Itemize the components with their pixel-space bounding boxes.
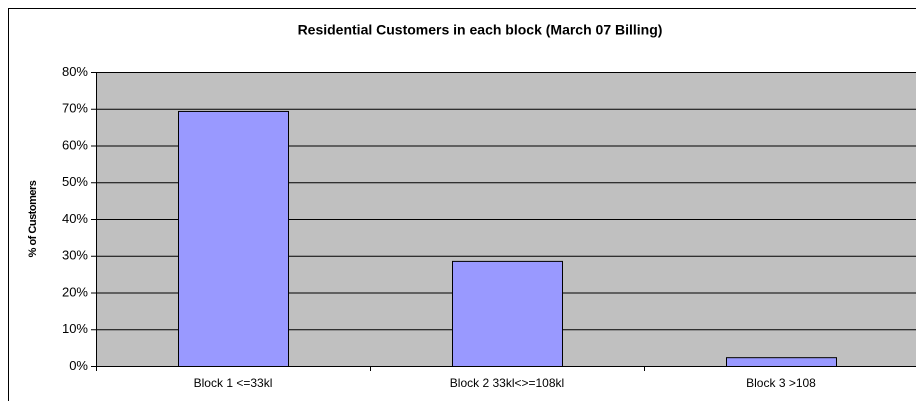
bar [178,110,289,367]
y-tick-label: 40% [62,211,88,226]
x-tick-label: Block 3 >108 [746,376,816,390]
y-tick-label: 70% [62,101,88,116]
y-tick-label: 50% [62,174,88,189]
y-tick-label: 20% [62,284,88,299]
bar [726,357,837,367]
y-tick-label: 0% [69,358,88,373]
x-tick-label: Block 2 33kl<>=108kl [450,376,564,390]
y-tick-label: 30% [62,248,88,263]
y-axis-label: % of Customers [27,180,39,257]
chart-title: Residential Customers in each block (Mar… [298,22,663,38]
y-tick-label: 10% [62,321,88,336]
y-tick-label: 80% [62,64,88,79]
bar [452,260,563,367]
y-tick-label: 60% [62,137,88,152]
x-tick-label: Block 1 <=33kl [194,376,273,390]
